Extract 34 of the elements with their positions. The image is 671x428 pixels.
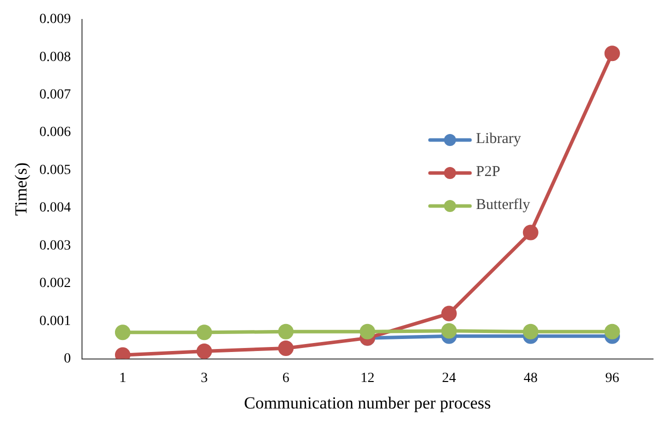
- point: [278, 340, 294, 356]
- x-tick-label: 24: [442, 370, 456, 386]
- x-tick-label: 96: [605, 370, 620, 386]
- point: [522, 324, 538, 340]
- legend-label: P2P: [476, 164, 500, 181]
- y-tick-label: 0.002: [39, 276, 71, 292]
- point: [360, 324, 376, 340]
- y-axis-title: Time(s): [12, 162, 31, 216]
- x-tick-label: 1: [119, 370, 126, 386]
- x-tick-label: 6: [282, 370, 290, 386]
- point: [196, 344, 212, 359]
- point: [522, 224, 538, 240]
- y-tick-label: 0.003: [39, 238, 71, 254]
- point: [441, 323, 457, 339]
- x-tick-label: 12: [360, 370, 374, 386]
- point: [278, 324, 294, 340]
- y-tick-label: 0.001: [39, 314, 71, 329]
- y-tick-label: 0: [64, 351, 71, 366]
- y-tick-label: 0.009: [39, 12, 71, 28]
- y-tick-label: 0.004: [39, 200, 71, 216]
- x-axis-title: Communication number per process: [244, 393, 491, 412]
- y-tick-label: 0.008: [39, 50, 71, 65]
- point: [604, 324, 620, 340]
- point: [114, 324, 130, 340]
- legend-label: Butterfly: [476, 197, 530, 214]
- point: [441, 306, 457, 322]
- y-tick-label: 0.006: [39, 125, 71, 140]
- x-tick-label: 48: [524, 370, 538, 386]
- y-tick-label: 0.005: [39, 162, 71, 178]
- legend-label: Library: [476, 131, 521, 148]
- x-tick-label: 3: [200, 370, 208, 386]
- point: [196, 324, 212, 340]
- y-tick-label: 0.007: [39, 87, 71, 102]
- point: [604, 46, 620, 62]
